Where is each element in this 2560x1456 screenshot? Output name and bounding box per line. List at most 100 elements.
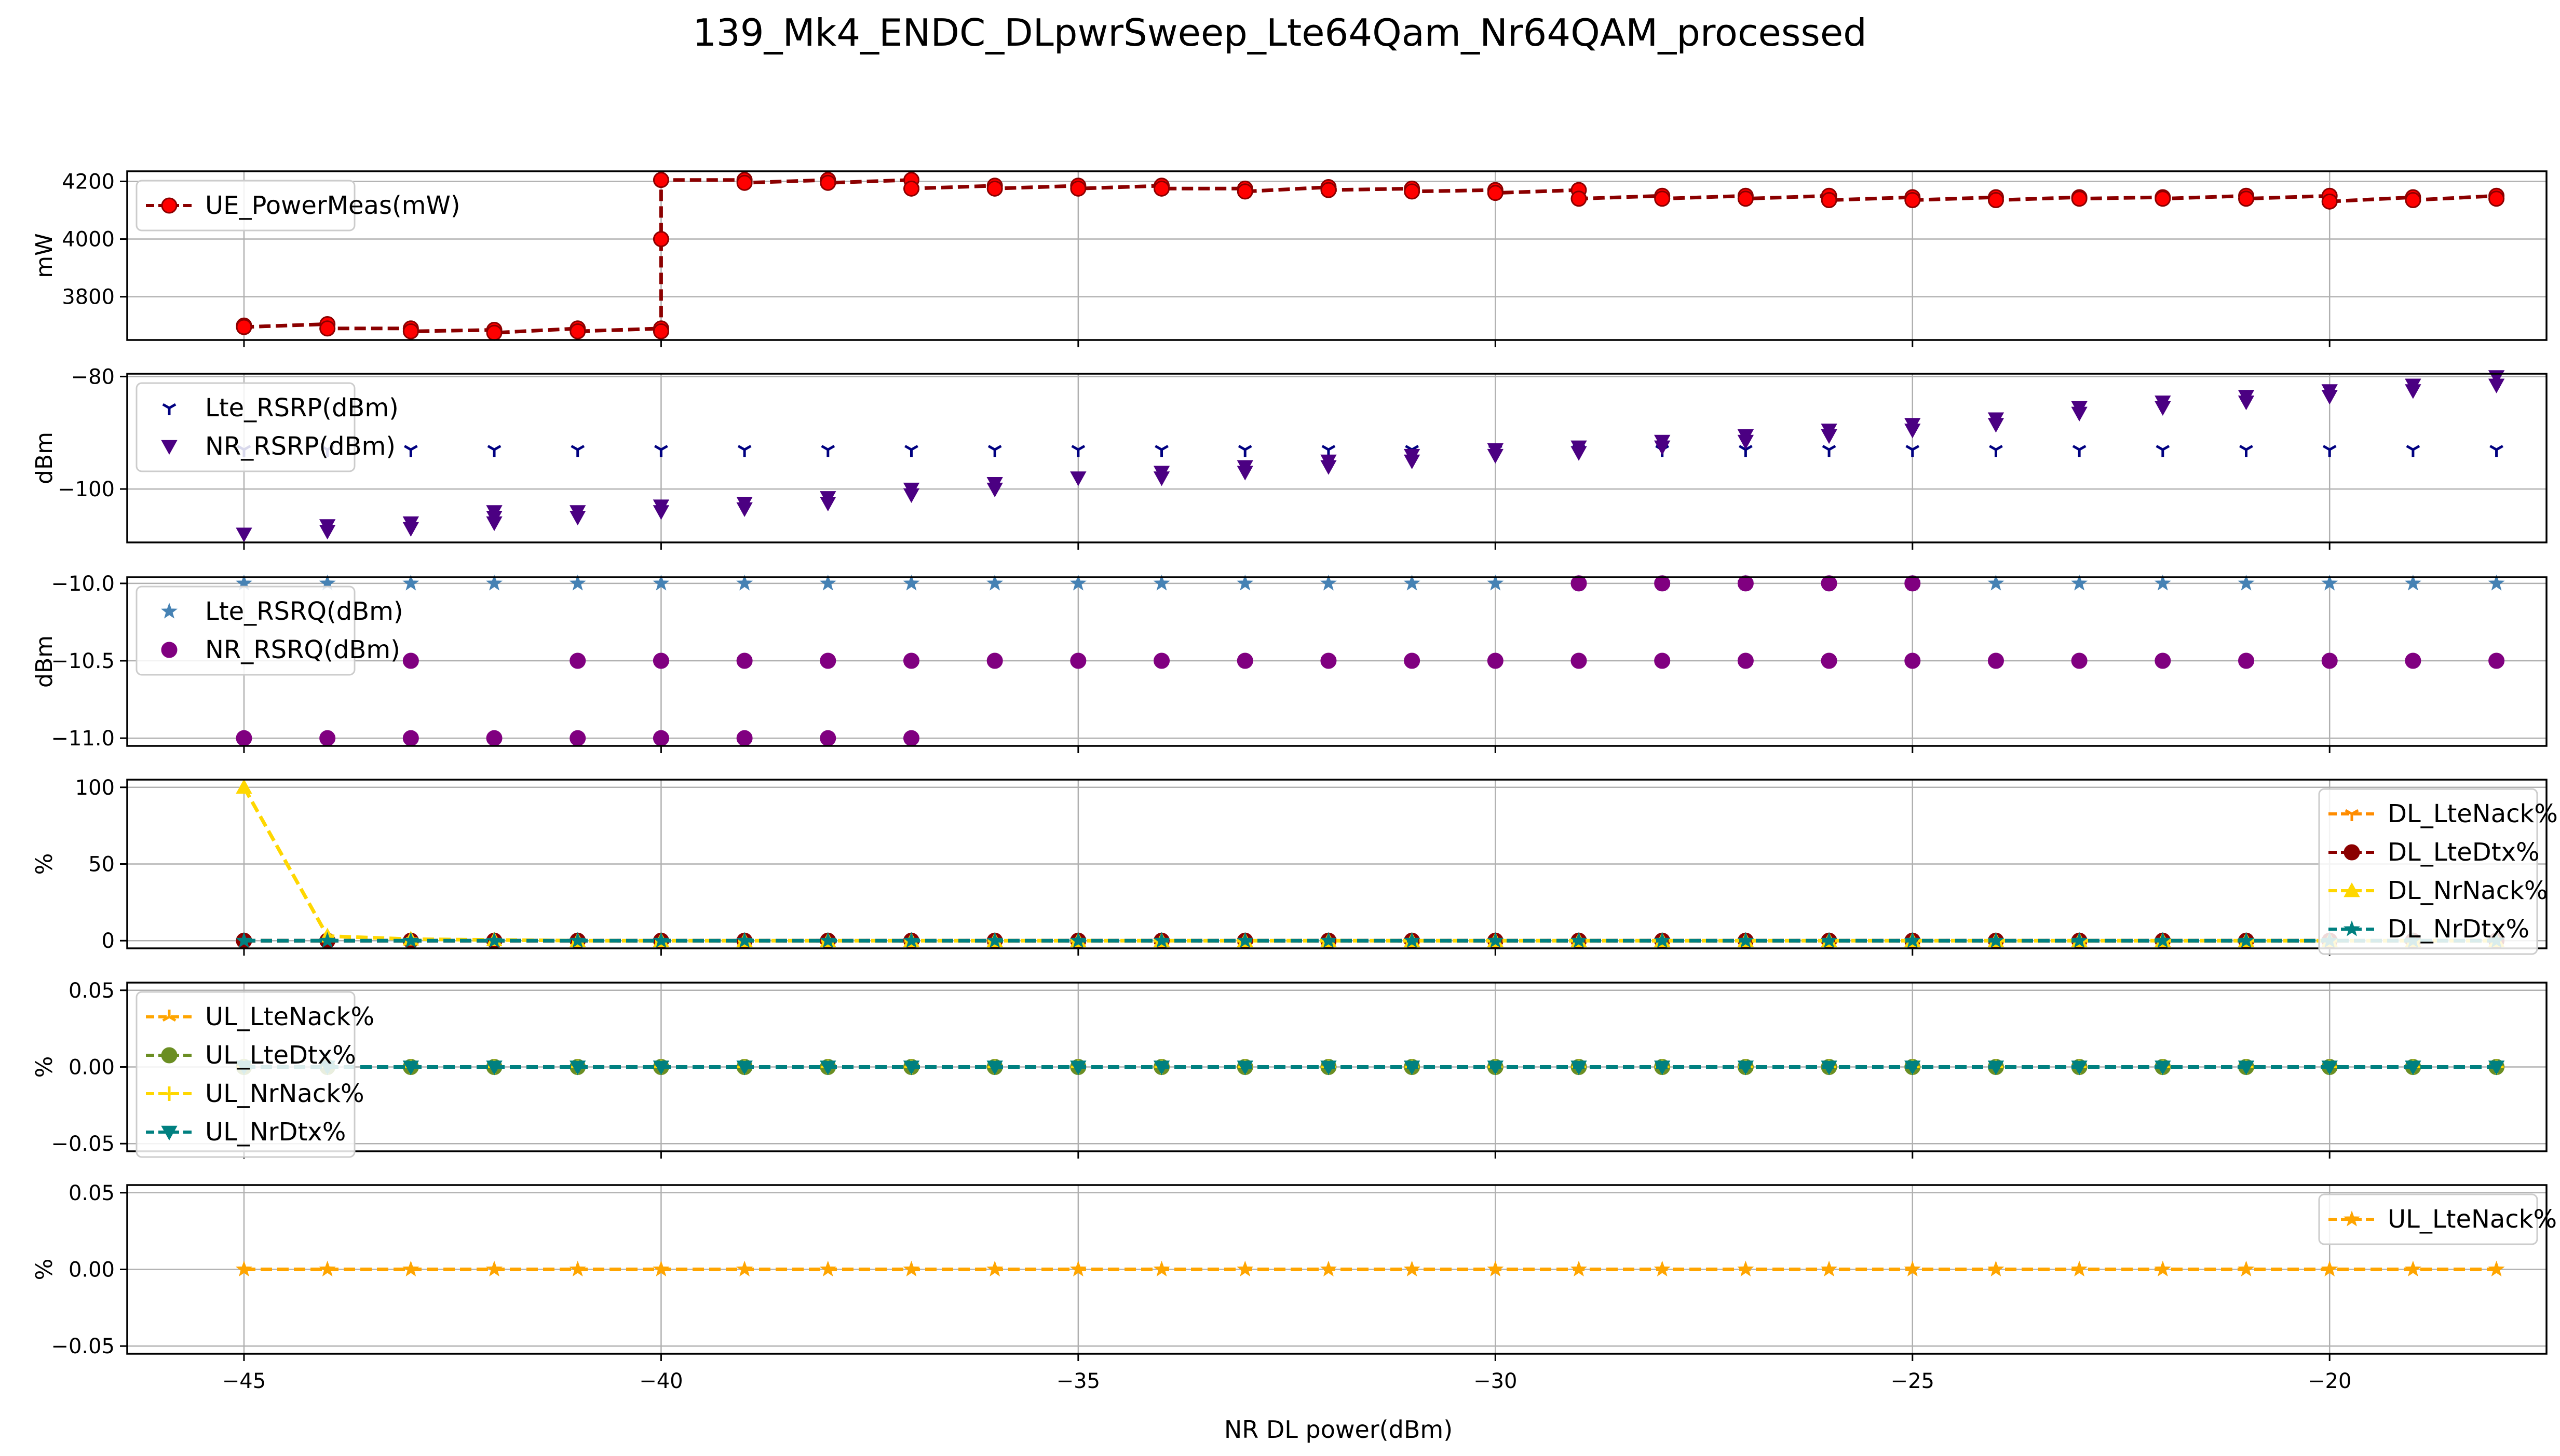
data-point <box>402 730 419 746</box>
data-point <box>2155 395 2171 411</box>
data-point <box>1487 652 1504 669</box>
data-point <box>236 730 252 746</box>
data-point <box>1737 1060 1754 1076</box>
data-point <box>402 575 419 591</box>
data-point <box>1821 575 1837 592</box>
series-2 <box>236 575 2505 746</box>
data-point <box>1070 652 1087 669</box>
data-point <box>485 575 503 591</box>
data-point <box>569 575 586 591</box>
data-point <box>1155 445 1169 457</box>
data-point <box>1904 932 1921 948</box>
data-point <box>1487 1260 1504 1277</box>
data-point <box>1570 1260 1588 1277</box>
y-axis-label: % <box>31 1259 58 1281</box>
data-point <box>1153 1060 1170 1076</box>
data-point <box>1403 1060 1420 1076</box>
y-axis-label: dBm <box>31 635 58 688</box>
x-tick-label: −40 <box>639 1369 683 1393</box>
legend-label: DL_LteDtx% <box>2388 838 2540 867</box>
data-point <box>319 519 336 534</box>
data-point <box>1069 932 1087 948</box>
data-point <box>2071 1260 2088 1277</box>
data-point <box>1654 1260 1671 1277</box>
data-point <box>2405 652 2421 669</box>
data-point <box>903 482 920 498</box>
data-point <box>2488 190 2505 207</box>
y-tick-label: 4000 <box>62 228 115 252</box>
data-point <box>2489 445 2504 457</box>
data-point <box>1570 440 1587 455</box>
legend-marker <box>161 1047 178 1064</box>
y-tick-label: 100 <box>75 776 115 800</box>
data-point <box>2238 390 2255 405</box>
data-point <box>2071 1060 2088 1076</box>
x-tick-label: −20 <box>2308 1369 2351 1393</box>
legend: DL_LteNack% DL_LteDtx% DL_NrNack% DL_NrDtx% <box>2318 788 2558 955</box>
y-tick-label: 50 <box>88 853 115 877</box>
grid <box>127 171 2547 340</box>
data-point <box>736 932 753 948</box>
legend-marker <box>161 1125 178 1141</box>
data-point <box>1654 434 1671 450</box>
legend-label: UL_LteNack% <box>2388 1205 2557 1234</box>
data-point <box>2321 1260 2338 1277</box>
legend-label: UL_NrDtx% <box>205 1118 346 1147</box>
data-point <box>1821 1260 1838 1277</box>
data-point <box>2488 1060 2505 1076</box>
data-point <box>1987 1060 2004 1076</box>
legend-marker <box>2344 844 2360 861</box>
data-point <box>903 1260 920 1277</box>
data-point <box>319 320 336 337</box>
legend-label: UL_LteDtx% <box>205 1041 356 1070</box>
y-tick-label: 0 <box>102 929 115 953</box>
data-point <box>2238 575 2255 591</box>
data-point <box>402 932 419 948</box>
data-point <box>1069 575 1087 591</box>
data-point <box>402 1060 419 1076</box>
legend-box <box>136 991 356 1158</box>
data-point <box>1320 575 1337 591</box>
data-point <box>2154 575 2171 591</box>
data-point <box>2405 1060 2421 1076</box>
series-4 <box>236 1060 2505 1076</box>
data-point <box>2322 445 2337 457</box>
data-point <box>904 445 918 457</box>
data-point <box>486 324 503 341</box>
data-point <box>1403 575 1420 591</box>
data-point <box>1154 180 1170 197</box>
legend-marker <box>161 440 178 455</box>
data-point <box>2321 193 2338 210</box>
data-point <box>403 445 418 457</box>
y-tick-label: 4200 <box>62 170 115 194</box>
data-point <box>736 1260 753 1277</box>
data-point <box>1654 652 1671 669</box>
data-point <box>2405 378 2421 393</box>
y-tick-label: 3800 <box>62 285 115 309</box>
data-point <box>2238 932 2255 948</box>
legend-label: NR_RSRP(dBm) <box>205 432 396 461</box>
series-2 <box>236 370 2505 542</box>
y-tick-label: 0.00 <box>69 1258 115 1282</box>
legend: Lte_RSRP(dBm) NR_RSRP(dBm) <box>136 382 399 472</box>
data-point <box>1654 190 1671 207</box>
data-point <box>570 1060 586 1076</box>
x-tick-label: −35 <box>1056 1369 1100 1393</box>
data-point <box>2321 1060 2338 1076</box>
legend-box <box>136 180 356 232</box>
data-point <box>2155 652 2171 669</box>
data-point <box>402 516 419 532</box>
data-point <box>486 730 503 746</box>
data-point <box>1071 445 1086 457</box>
data-point <box>1904 192 1921 209</box>
legend-label: Lte_RSRP(dBm) <box>205 393 399 423</box>
data-point <box>1487 932 1504 948</box>
panel-2: −100 −80 dBm Lte_RSRP(dBm) NR_RSRP(dBm) <box>31 365 2548 550</box>
data-point <box>1237 575 1254 591</box>
data-point <box>2155 1060 2171 1076</box>
data-point <box>1320 1260 1337 1277</box>
y-tick-label: −0.05 <box>51 1132 115 1156</box>
y-axis-label: dBm <box>31 432 58 484</box>
y-axis-label: mW <box>31 233 58 278</box>
